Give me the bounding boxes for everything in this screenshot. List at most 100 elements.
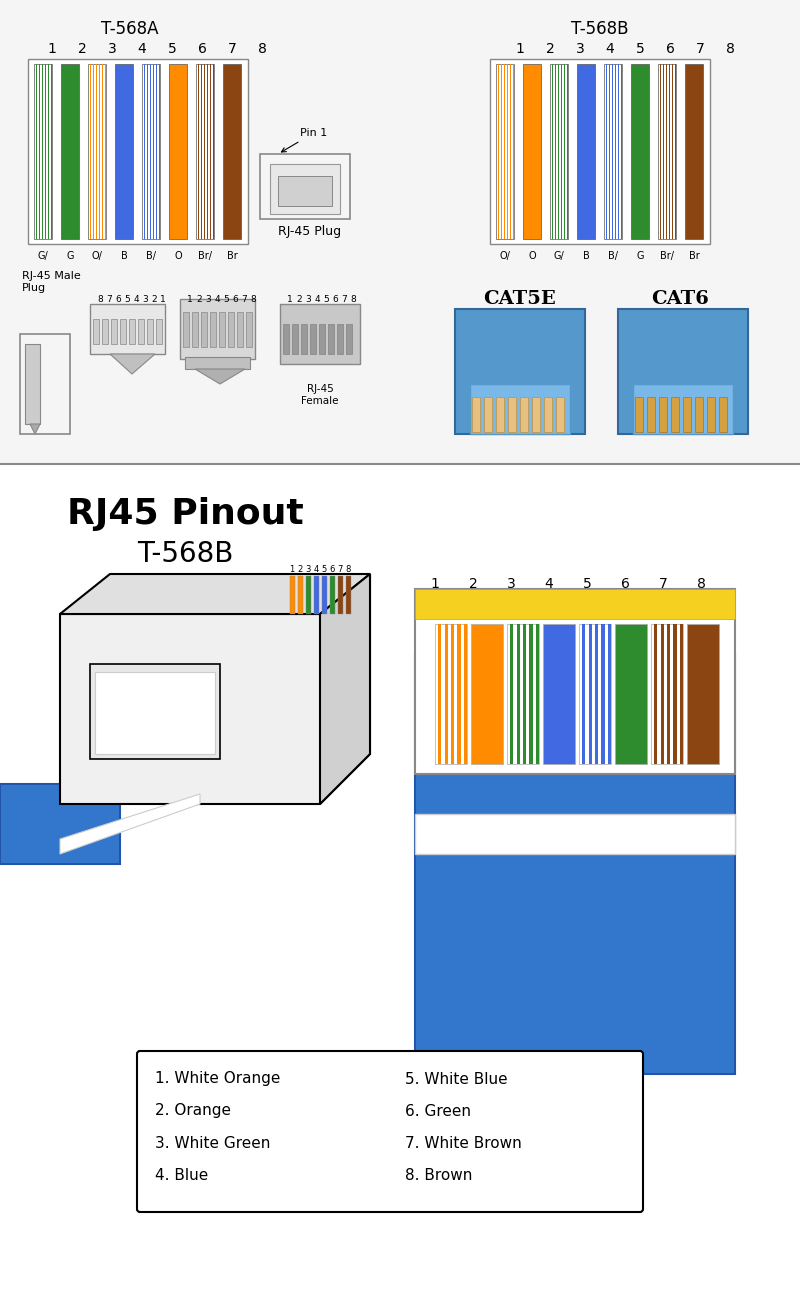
Polygon shape [195, 369, 245, 383]
Bar [438, 625, 442, 764]
Text: 5: 5 [322, 565, 326, 574]
Polygon shape [60, 574, 370, 805]
Bar [550, 64, 568, 239]
Bar [561, 64, 562, 239]
Bar [683, 396, 691, 432]
Bar [88, 64, 106, 239]
Text: 7: 7 [658, 576, 667, 591]
Bar [292, 323, 298, 353]
Bar [90, 664, 220, 759]
Text: 4: 4 [314, 565, 318, 574]
Polygon shape [320, 574, 370, 805]
Bar [38, 64, 40, 239]
Bar [153, 64, 154, 239]
Text: RJ-45 Male
Plug: RJ-45 Male Plug [22, 271, 81, 293]
Bar [223, 64, 241, 239]
Bar [210, 64, 211, 239]
Bar [621, 64, 622, 239]
Bar [0, 464, 800, 1304]
Text: 7: 7 [241, 295, 247, 304]
Bar [517, 625, 520, 764]
Text: 8: 8 [697, 576, 706, 591]
Bar [508, 396, 516, 432]
Text: T-568B: T-568B [571, 20, 629, 38]
Bar [472, 396, 480, 432]
Bar [20, 334, 70, 434]
Bar [464, 625, 467, 764]
Text: 1: 1 [160, 295, 166, 304]
Bar [523, 64, 541, 239]
Bar [415, 655, 735, 1074]
Bar [147, 319, 153, 344]
Text: 2: 2 [546, 42, 554, 56]
Bar [674, 64, 676, 239]
Text: RJ45 Pinout: RJ45 Pinout [66, 497, 303, 531]
Bar [330, 576, 335, 614]
Bar [618, 64, 619, 239]
Text: 3: 3 [576, 42, 584, 56]
Bar [556, 396, 564, 432]
Bar [61, 64, 79, 239]
Bar [180, 299, 255, 359]
Bar [707, 396, 715, 432]
Bar [544, 396, 552, 432]
Bar [687, 625, 719, 764]
Bar [314, 576, 319, 614]
Text: RJ-45
Female: RJ-45 Female [302, 383, 338, 406]
Text: 6: 6 [621, 576, 630, 591]
Bar [169, 64, 187, 239]
Text: G/: G/ [554, 250, 564, 261]
Bar [558, 64, 559, 239]
Text: CAT5E: CAT5E [484, 289, 556, 308]
Bar [319, 323, 325, 353]
Text: 4: 4 [214, 295, 220, 304]
Bar [35, 64, 37, 239]
Text: 8: 8 [350, 295, 356, 304]
Bar [595, 625, 598, 764]
Bar [90, 64, 91, 239]
Bar [490, 59, 710, 244]
Bar [105, 64, 106, 239]
Bar [513, 64, 514, 239]
Bar [270, 164, 340, 214]
Bar [685, 64, 703, 239]
Bar [510, 625, 514, 764]
Text: 3. White Green: 3. White Green [155, 1136, 270, 1150]
Polygon shape [30, 424, 40, 434]
Bar [662, 64, 664, 239]
Bar [111, 319, 117, 344]
FancyBboxPatch shape [137, 1051, 643, 1211]
Polygon shape [0, 784, 120, 865]
Text: B/: B/ [146, 250, 156, 261]
Bar [213, 64, 214, 239]
Bar [602, 625, 605, 764]
Bar [680, 625, 683, 764]
Text: 4: 4 [606, 42, 614, 56]
Bar [198, 64, 199, 239]
Text: 8: 8 [97, 295, 103, 304]
Bar [532, 396, 540, 432]
Bar [301, 323, 307, 353]
Bar [120, 319, 126, 344]
Bar [671, 64, 673, 239]
Text: B: B [121, 250, 127, 261]
Bar [651, 625, 683, 764]
Text: 7: 7 [106, 295, 112, 304]
Text: 2: 2 [296, 295, 302, 304]
Text: T-568A: T-568A [102, 20, 158, 38]
Bar [98, 64, 100, 239]
Text: 4: 4 [133, 295, 139, 304]
Bar [115, 64, 133, 239]
Bar [415, 589, 735, 775]
Bar [589, 625, 592, 764]
Bar [142, 64, 160, 239]
Bar [669, 64, 670, 239]
Bar [496, 396, 504, 432]
Text: RJ-45 Plug: RJ-45 Plug [278, 226, 342, 239]
Bar [543, 625, 575, 764]
Text: O: O [174, 250, 182, 261]
Text: 1: 1 [47, 42, 57, 56]
Bar [719, 396, 727, 432]
Text: 7: 7 [696, 42, 704, 56]
Bar [90, 304, 165, 353]
